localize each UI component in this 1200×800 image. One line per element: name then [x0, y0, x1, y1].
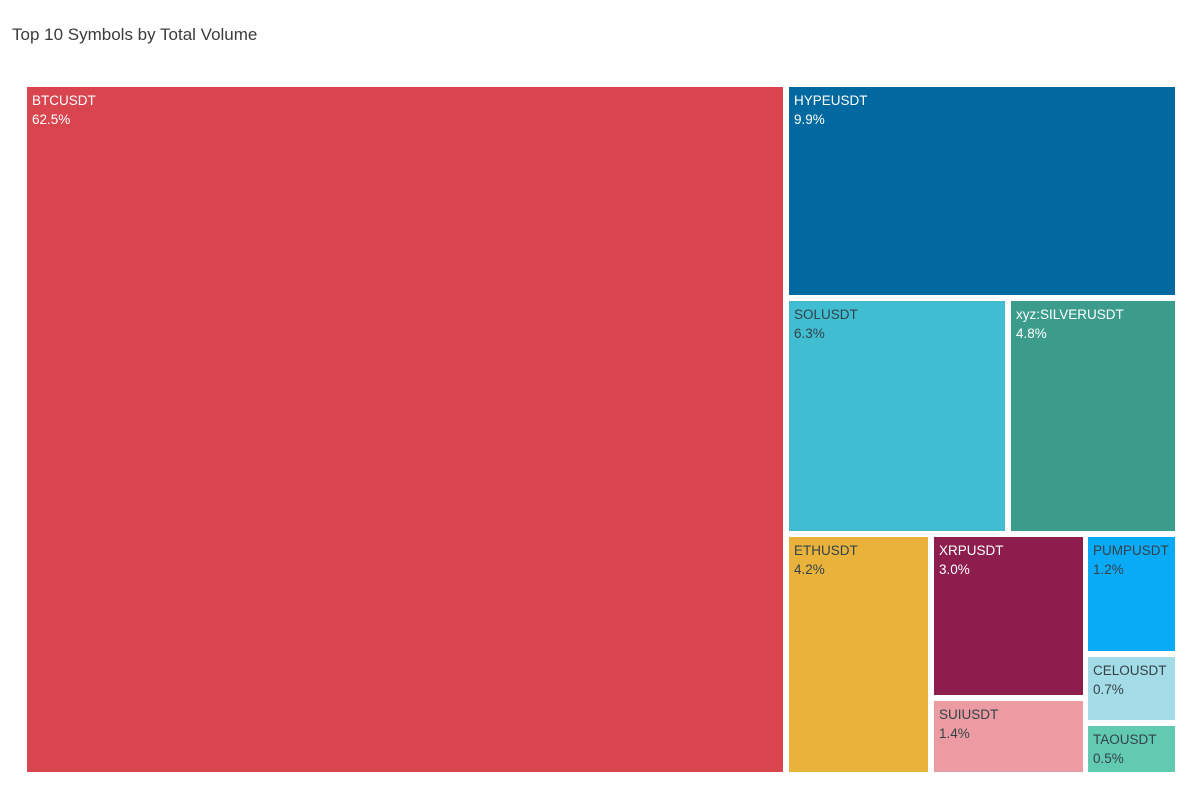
treemap-tile-suiusdt[interactable]: SUIUSDT 1.4%: [934, 701, 1083, 772]
tile-symbol-label: SUIUSDT: [939, 707, 999, 722]
tile-symbol-label: SOLUSDT: [794, 307, 858, 322]
tile-percent-label: 0.5%: [1093, 751, 1124, 766]
tile-symbol-label: TAOUSDT: [1093, 732, 1157, 747]
tile-percent-label: 6.3%: [794, 326, 825, 341]
treemap-tile-ethusdt[interactable]: ETHUSDT 4.2%: [789, 537, 928, 772]
tile-symbol-label: ETHUSDT: [794, 543, 858, 558]
chart-title: Top 10 Symbols by Total Volume: [12, 25, 258, 44]
tile-symbol-label: XRPUSDT: [939, 543, 1004, 558]
tile-percent-label: 3.0%: [939, 562, 970, 577]
treemap-tile-celousdt[interactable]: CELOUSDT 0.7%: [1088, 657, 1175, 720]
treemap-tile-xyz-silverusdt[interactable]: xyz:SILVERUSDT 4.8%: [1011, 301, 1175, 531]
treemap-tile-taousdt[interactable]: TAOUSDT 0.5%: [1088, 726, 1175, 772]
treemap-tile-hypeusdt[interactable]: HYPEUSDT 9.9%: [789, 87, 1175, 295]
tile-percent-label: 9.9%: [794, 112, 825, 127]
tile-percent-label: 62.5%: [32, 112, 71, 127]
treemap-tile-solusdt[interactable]: SOLUSDT 6.3%: [789, 301, 1005, 531]
tile-percent-label: 1.2%: [1093, 562, 1124, 577]
tile-percent-label: 4.2%: [794, 562, 825, 577]
treemap-tile-xrpusdt[interactable]: XRPUSDT 3.0%: [934, 537, 1083, 695]
tile-symbol-label: xyz:SILVERUSDT: [1016, 307, 1124, 322]
tile-percent-label: 4.8%: [1016, 326, 1047, 341]
tile-symbol-label: BTCUSDT: [32, 93, 96, 108]
tile-symbol-label: PUMPUSDT: [1093, 543, 1169, 558]
tile-symbol-label: CELOUSDT: [1093, 663, 1167, 678]
tile-symbol-label: HYPEUSDT: [794, 93, 868, 108]
tile-percent-label: 0.7%: [1093, 682, 1124, 697]
tile-percent-label: 1.4%: [939, 726, 970, 741]
treemap-tile-pumpusdt[interactable]: PUMPUSDT 1.2%: [1088, 537, 1175, 651]
treemap-tile-btcusdt[interactable]: BTCUSDT 62.5%: [27, 87, 783, 772]
